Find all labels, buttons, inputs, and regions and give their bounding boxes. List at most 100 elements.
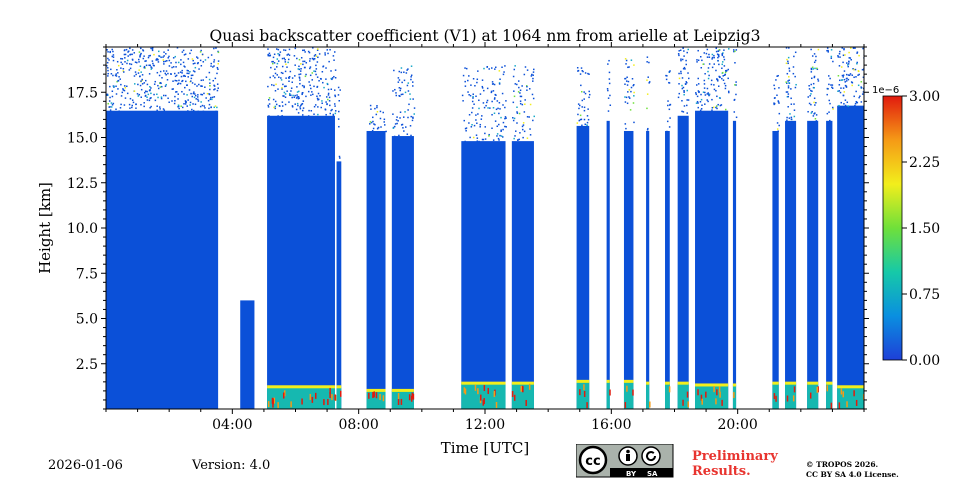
speckle [669,117,671,119]
license-by-label: BY [626,470,637,478]
column-fill [336,161,342,409]
speckle [630,59,633,61]
speckle [647,127,649,130]
speckle [628,66,630,68]
speckle [116,69,118,71]
speckle [123,89,126,92]
speckle [406,69,408,71]
speckle [268,52,271,55]
speckle [138,51,141,53]
speckle [174,55,177,58]
speckle [190,92,192,95]
speckle [862,91,864,93]
speckle [813,75,816,78]
speckle [716,107,718,110]
speckle [831,106,834,109]
y-tick-label: 10.0 [67,221,98,237]
speckle [142,50,145,52]
speckle [278,54,281,57]
speckle [122,89,125,91]
speckle [481,87,484,89]
speckle [138,93,141,96]
speckle [154,99,157,102]
speckle [532,71,535,73]
speckle [313,57,316,60]
cc-icon: cc [578,445,608,475]
speckle [135,103,137,106]
speckle [120,83,122,86]
speckle [404,111,406,113]
speckle [826,47,829,49]
speckle [728,48,730,50]
speckle [143,65,146,68]
speckle [181,106,184,109]
speckle [410,76,412,78]
speckle [721,67,723,70]
x-tick-label: 20:00 [717,417,757,433]
speckle [529,134,532,136]
speckle [793,109,796,111]
speckle [681,84,683,87]
speckle [400,93,403,96]
speckle [395,119,398,121]
speckle [143,105,145,108]
speckle [115,75,118,77]
speckle [152,62,154,65]
speckle [706,56,709,58]
speckle [481,79,484,81]
speckle [701,104,703,106]
layer-top [576,379,590,383]
hot-streak [793,386,796,393]
speckle [816,67,818,70]
speckle [633,121,635,124]
speckle [393,125,396,128]
speckle [697,102,699,104]
speckle [305,95,307,98]
speckle [298,77,301,79]
speckle [858,54,860,57]
speckle [838,84,841,86]
speckle [330,88,333,90]
speckle [150,97,152,99]
hot-streak [705,391,707,398]
hot-streak [334,394,336,401]
cc-license-badge[interactable]: cc BY SA [575,443,674,482]
speckle [698,91,700,94]
speckle [625,80,628,82]
speckle [583,118,586,121]
speckle [496,100,499,102]
speckle [334,69,337,71]
data-column [267,47,337,409]
speckle [860,87,863,89]
speckle [500,130,502,133]
speckle [686,104,688,107]
speckle [143,102,145,104]
speckle [719,104,722,107]
speckle [112,56,115,58]
speckle [299,79,301,81]
speckle [119,78,121,80]
speckle [475,134,478,136]
speckle [327,92,330,95]
speckle [718,48,721,51]
speckle [274,72,277,75]
speckle [519,102,522,105]
speckle [163,109,166,111]
speckle [337,94,340,96]
data-column [511,65,535,409]
speckle [707,77,710,80]
speckle [735,84,737,86]
data-column [837,47,864,409]
speckle [733,98,736,101]
speckle [333,103,336,105]
layer-top [772,381,779,385]
speckle [124,87,127,89]
speckle [200,79,203,82]
speckle [217,62,219,65]
speckle [181,51,184,53]
speckle [173,102,176,105]
speckle [532,77,534,80]
speckle [700,66,703,69]
speckle [309,60,311,62]
speckle [832,60,834,63]
